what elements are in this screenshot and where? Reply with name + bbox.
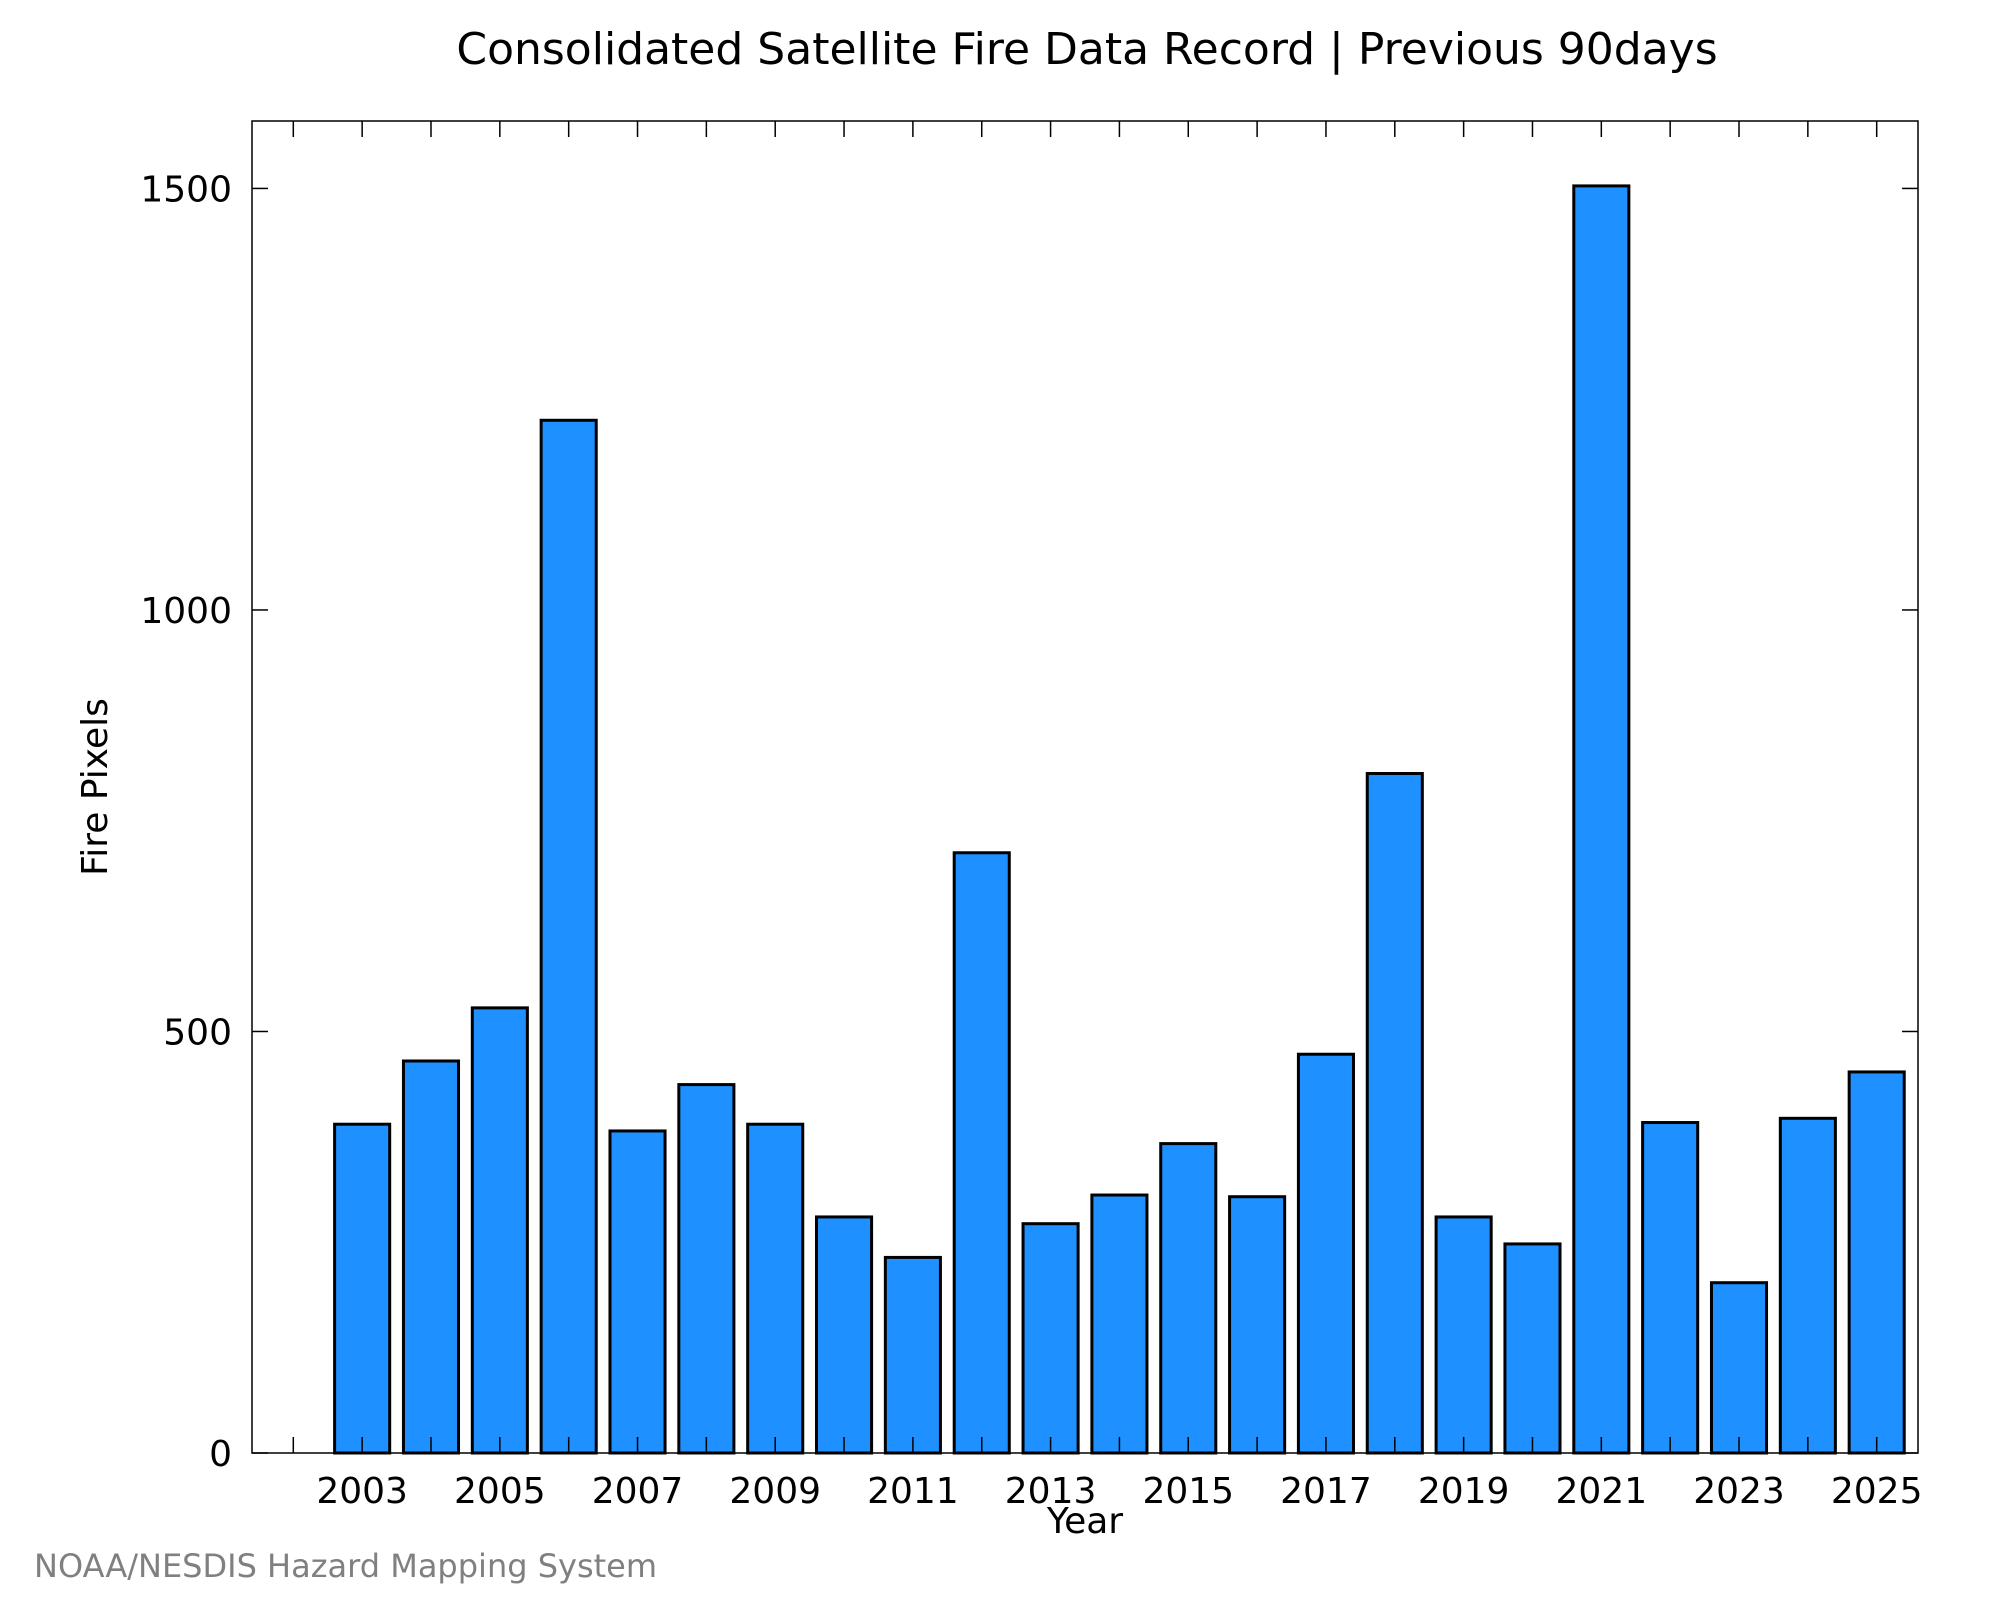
axis-ticks: 0 500 1000 1500 2003 2005 2007 2009 2011 2013 2015… xyxy=(140,121,1923,1512)
bars-group xyxy=(333,184,1906,1455)
x-tick-label-2009: 2009 xyxy=(729,1471,821,1512)
x-tick-label-2015: 2015 xyxy=(1142,1471,1234,1512)
x-tick-label-2025: 2025 xyxy=(1831,1471,1923,1512)
bar-2017 xyxy=(1296,1052,1355,1455)
bar-2005 xyxy=(470,1006,529,1455)
bar-2012 xyxy=(952,851,1011,1455)
x-tick-label-2023: 2023 xyxy=(1693,1471,1785,1512)
x-tick-label-2011: 2011 xyxy=(867,1471,959,1512)
bar-2006 xyxy=(539,418,598,1455)
y-tick-label-1000: 1000 xyxy=(140,591,232,632)
x-tick-label-2017: 2017 xyxy=(1280,1471,1372,1512)
source-credit: NOAA/NESDIS Hazard Mapping System xyxy=(34,1547,657,1585)
x-tick-label-2019: 2019 xyxy=(1418,1471,1510,1512)
y-axis-label: Fire Pixels xyxy=(75,698,116,876)
y-tick-label-0: 0 xyxy=(209,1434,232,1475)
bar-2023 xyxy=(1709,1281,1769,1455)
bar-2003 xyxy=(333,1122,392,1455)
x-axis-label: Year xyxy=(1046,1501,1123,1542)
bar-2021 xyxy=(1572,184,1631,1455)
bar-2018 xyxy=(1365,772,1424,1455)
chart-title: Consolidated Satellite Fire Data Record … xyxy=(456,24,1717,75)
bar-2025 xyxy=(1847,1070,1906,1455)
bar-2010 xyxy=(815,1215,874,1455)
bar-2014 xyxy=(1090,1193,1149,1455)
bar-2019 xyxy=(1434,1215,1493,1455)
bar-2011 xyxy=(883,1255,942,1455)
bar-2024 xyxy=(1778,1116,1837,1455)
x-tick-label-2005: 2005 xyxy=(454,1471,546,1512)
bar-2016 xyxy=(1228,1195,1287,1455)
y-tick-label-500: 500 xyxy=(163,1012,232,1053)
x-tick-label-2003: 2003 xyxy=(316,1471,408,1512)
x-tick-label-2007: 2007 xyxy=(592,1471,684,1512)
y-tick-label-1500: 1500 xyxy=(140,169,232,210)
bar-2004 xyxy=(401,1059,461,1455)
bar-2008 xyxy=(677,1083,736,1455)
bar-2015 xyxy=(1159,1142,1218,1455)
bar-2020 xyxy=(1503,1242,1562,1455)
x-tick-label-2021: 2021 xyxy=(1556,1471,1648,1512)
bar-2022 xyxy=(1641,1121,1700,1455)
x-tick-label-2013: 2013 xyxy=(1005,1471,1097,1512)
plot-area-frame xyxy=(251,120,1919,1454)
bar-2009 xyxy=(746,1122,805,1455)
bar-2007 xyxy=(608,1129,667,1455)
bar-2013 xyxy=(1021,1222,1080,1455)
